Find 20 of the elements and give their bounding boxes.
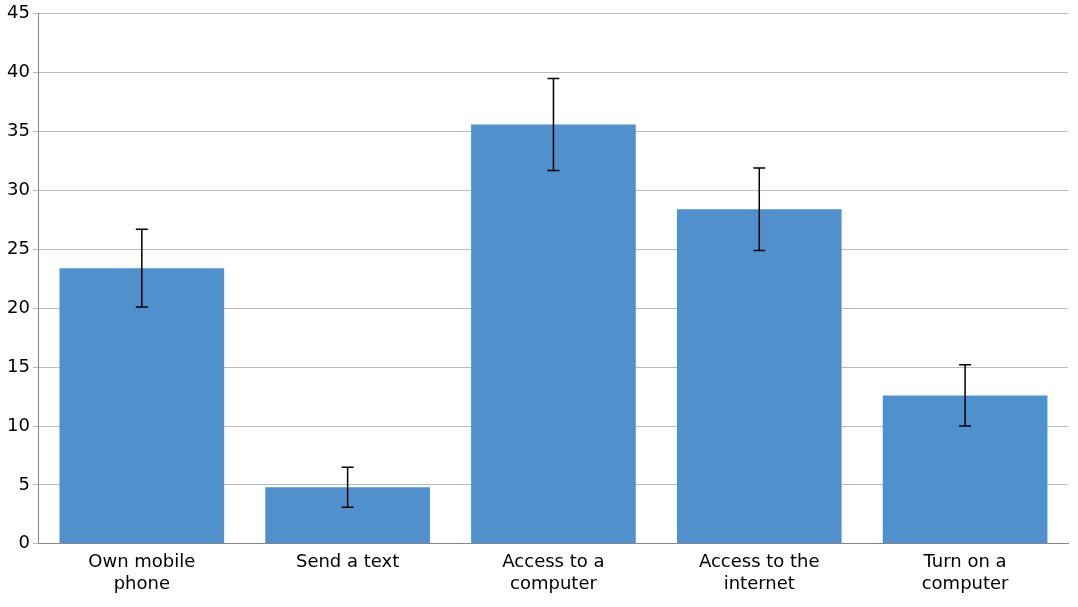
x-tick-label: Own mobile phone: [88, 550, 196, 593]
x-tick-label: Send a text: [295, 550, 400, 572]
bar: [471, 124, 636, 544]
y-tick-label: 35: [7, 119, 30, 141]
y-tick-label: 0: [18, 531, 30, 553]
y-tick-label: 45: [7, 1, 30, 23]
y-tick-label: 40: [7, 60, 30, 82]
y-tick-label: 25: [7, 237, 30, 259]
y-tick-label: 20: [7, 295, 30, 317]
y-tick-label: 5: [18, 472, 30, 494]
y-tick-label: 10: [7, 413, 30, 435]
bar: [59, 268, 225, 544]
bar: [265, 487, 430, 544]
bar: [882, 395, 1048, 544]
y-tick-label: 15: [7, 354, 30, 376]
y-tick-label: 30: [7, 178, 30, 200]
bar: [676, 209, 842, 544]
x-tick-label: Access to the internet: [698, 550, 820, 593]
x-tick-label: Turn on a computer: [921, 550, 1010, 593]
x-tick-label: Access to a computer: [502, 550, 605, 593]
